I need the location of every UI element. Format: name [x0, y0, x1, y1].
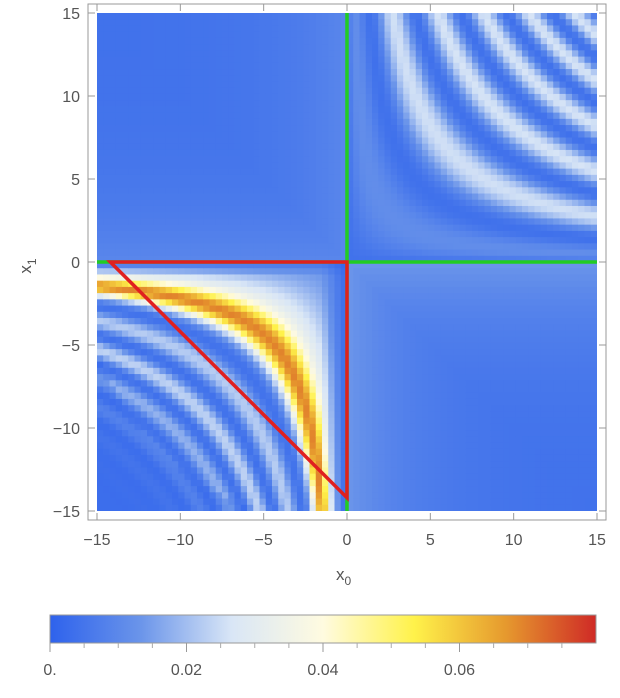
y-tick-label: 15	[62, 6, 80, 23]
x-tick-label: −5	[255, 532, 273, 549]
y-tick-label: 10	[62, 89, 80, 106]
y-tick-label: −10	[53, 421, 80, 438]
x-tick-label: −15	[83, 532, 110, 549]
colorbar-tick-label: 0.	[43, 662, 56, 679]
x-tick-label: 5	[426, 532, 435, 549]
colorbar	[50, 615, 596, 643]
y-tick-label: −15	[53, 504, 80, 521]
x-tick-label: 15	[588, 532, 606, 549]
colorbar-tick-label: 0.02	[171, 662, 202, 679]
x-tick-label: 0	[343, 532, 352, 549]
colorbar-ticks: 0. 0.02 0.04 0.06	[43, 643, 562, 679]
y-tick-label: −5	[62, 338, 80, 355]
x-axis-label: x0	[336, 565, 352, 588]
y-tick-label: 5	[71, 172, 80, 189]
x-tick-label: −10	[167, 532, 194, 549]
x-tick-label: 10	[505, 532, 523, 549]
colorbar-tick-label: 0.06	[444, 662, 475, 679]
colorbar-tick-label: 0.04	[307, 662, 338, 679]
y-tick-label: 0	[71, 255, 80, 272]
y-axis-label: x1	[16, 258, 39, 274]
